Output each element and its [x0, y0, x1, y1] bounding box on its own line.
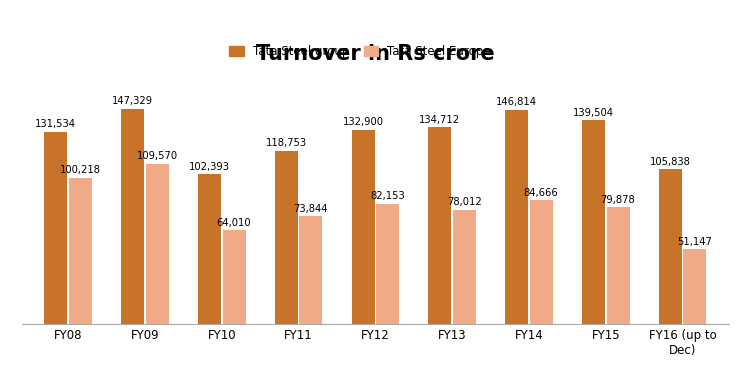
Bar [352, 130, 375, 324]
Bar [505, 110, 528, 324]
Text: 78,012: 78,012 [447, 197, 482, 207]
Bar [275, 150, 298, 324]
Bar [121, 109, 144, 324]
Text: 132,900: 132,900 [342, 117, 383, 127]
Text: 147,329: 147,329 [112, 96, 153, 106]
Bar [530, 200, 553, 324]
Text: 79,878: 79,878 [601, 195, 635, 205]
Bar [300, 216, 322, 324]
Text: 51,147: 51,147 [677, 237, 712, 247]
Bar [376, 204, 399, 324]
Text: 118,753: 118,753 [266, 138, 307, 148]
Text: 84,666: 84,666 [524, 188, 559, 198]
Text: 105,838: 105,838 [650, 157, 690, 167]
Title: Turnover in Rs crore: Turnover in Rs crore [256, 44, 495, 64]
Text: 102,393: 102,393 [189, 162, 230, 172]
Bar [198, 174, 221, 324]
Text: 134,712: 134,712 [420, 115, 461, 125]
Bar [69, 178, 92, 324]
Text: 139,504: 139,504 [573, 108, 614, 118]
Bar [683, 249, 707, 324]
Bar [44, 132, 68, 324]
Bar [582, 120, 605, 324]
Bar [222, 231, 246, 324]
Text: 109,570: 109,570 [137, 151, 178, 162]
Text: 73,844: 73,844 [294, 203, 328, 213]
Text: 131,534: 131,534 [35, 119, 77, 130]
Bar [659, 170, 682, 324]
Bar [606, 207, 629, 324]
Bar [428, 127, 451, 324]
Text: 82,153: 82,153 [370, 191, 405, 202]
Text: 146,814: 146,814 [496, 97, 537, 107]
Legend: Tata Steel group, Tata Steel Europe: Tata Steel group, Tata Steel Europe [226, 41, 494, 61]
Bar [453, 210, 476, 324]
Bar [146, 164, 169, 324]
Text: 64,010: 64,010 [216, 218, 252, 228]
Text: 100,218: 100,218 [60, 165, 101, 175]
